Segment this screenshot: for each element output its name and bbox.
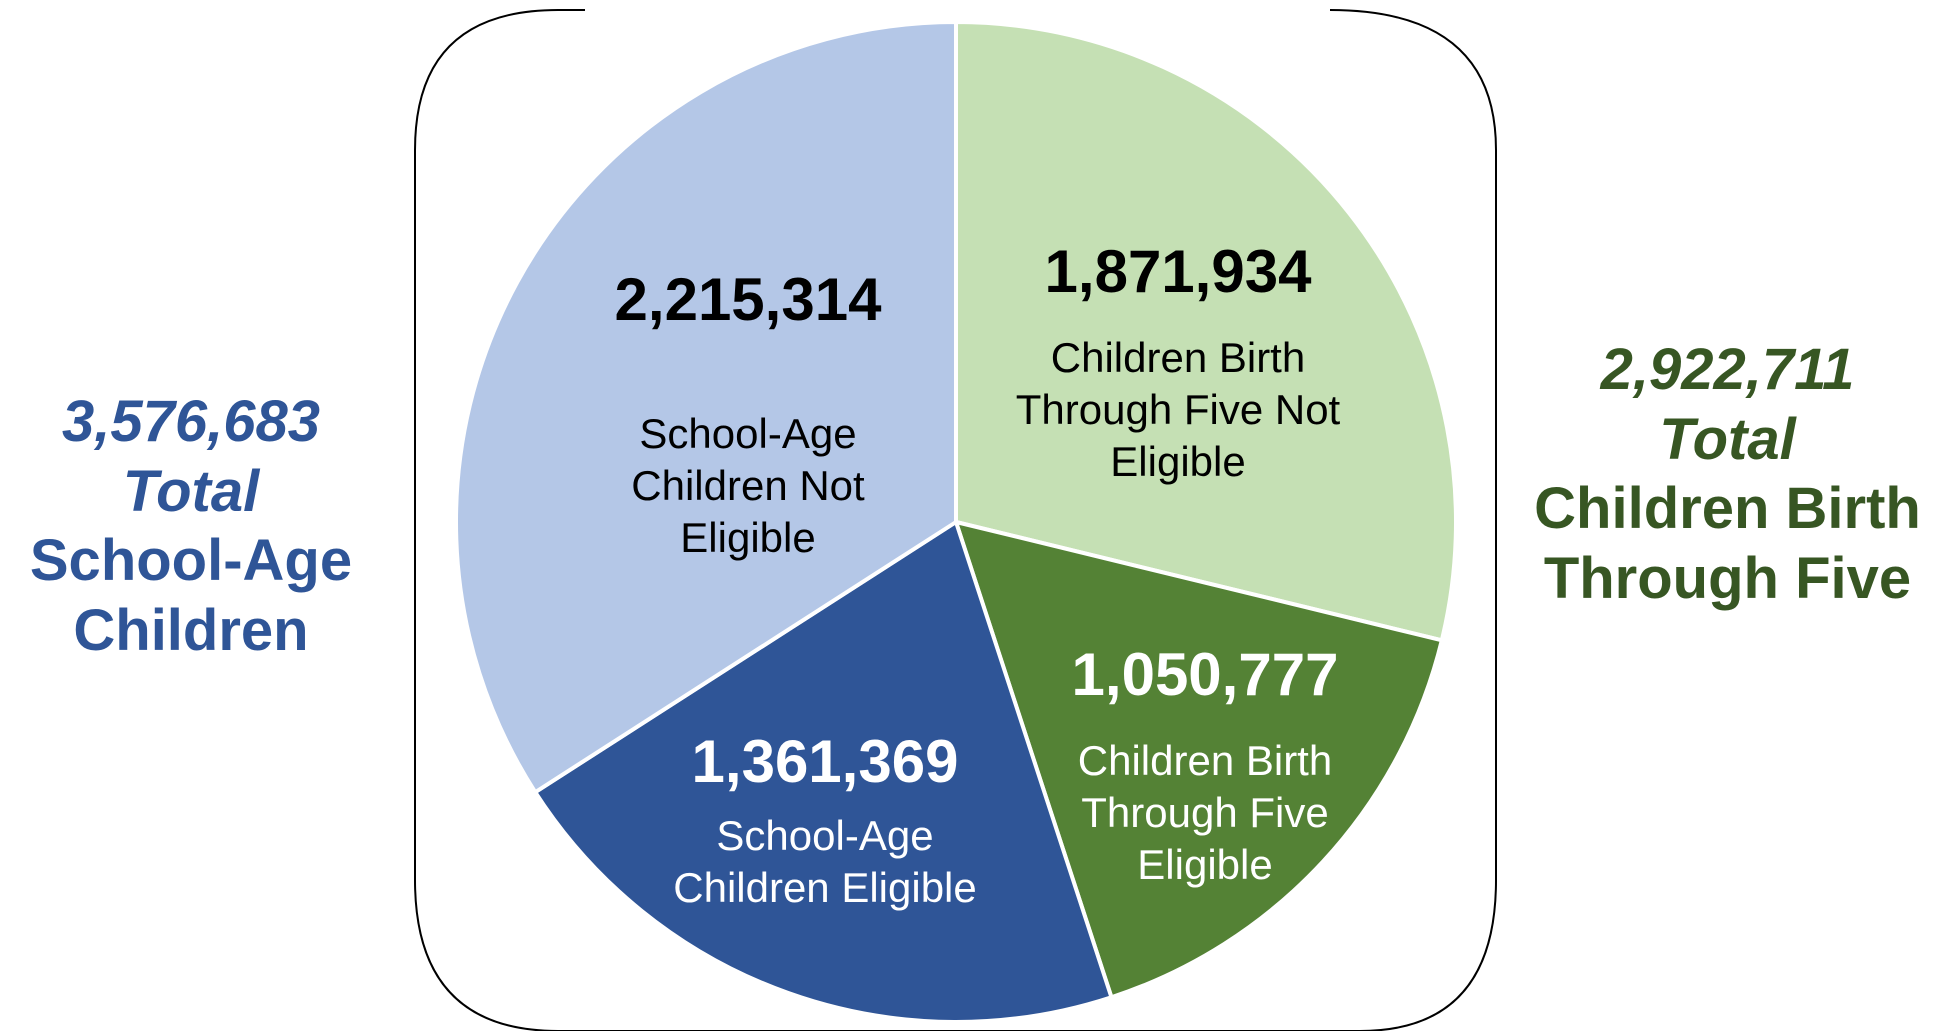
school-age-total-value: 3,576,683: [61, 389, 321, 454]
school-age-total-word: Total: [122, 458, 260, 524]
slice-category-label: School-Age Children Not Eligible: [631, 410, 865, 561]
pie-slice: [954, 19, 1458, 643]
birth-five-total-value: 2,922,711: [1600, 337, 1855, 402]
slice-value-label: 1,871,934: [1045, 238, 1313, 305]
slice-value-label: 2,215,314: [615, 266, 883, 333]
slice-value-label: 1,361,369: [692, 728, 959, 795]
birth-five-total-word: Total: [1659, 406, 1796, 472]
school-age-total-label: School-Age Children: [29, 528, 353, 663]
slice-value-label: 1,050,777: [1072, 641, 1339, 708]
birth-five-total: 2,922,711 Total Children Birth Through F…: [1515, 335, 1940, 613]
bracket-frame: [414, 9, 1497, 1031]
slice-category-label: Children Birth Through Five Eligible: [1078, 737, 1332, 888]
slice-category-label: School-Age Children Eligible: [673, 812, 977, 911]
school-age-total: 3,576,683 Total School-Age Children: [0, 387, 382, 665]
pie-slice: [532, 518, 1114, 1024]
pie-slice: [454, 19, 958, 795]
pie-slice: [952, 519, 1445, 1000]
birth-five-total-label: Children Birth Through Five: [1534, 476, 1921, 611]
slice-category-label: Children Birth Through Five Not Eligible: [1016, 334, 1341, 485]
